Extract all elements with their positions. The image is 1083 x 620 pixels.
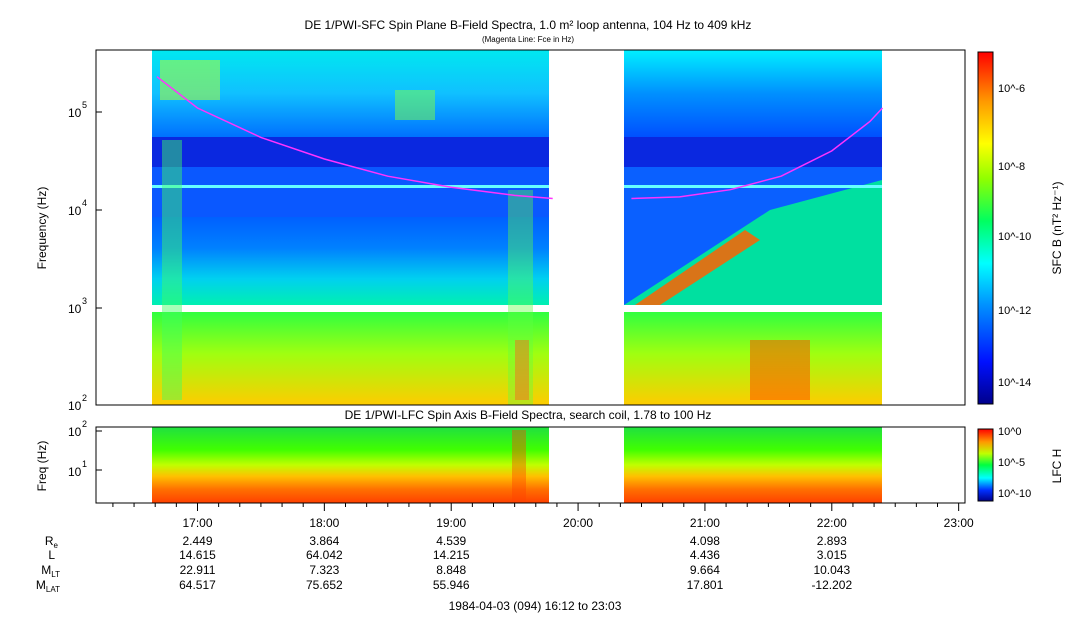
ephemeris-value: 3.864 [309,534,339,548]
lfc-ytick-label: 2 [82,419,87,429]
ephemeris-value: 4.539 [436,534,466,548]
lfc-colorbar-tick: 10^0 [998,426,1022,438]
x-tick-label: 19:00 [436,516,466,530]
ephemeris-value: 14.215 [433,548,470,562]
sfc-ytick-label: 2 [82,393,87,403]
sfc-colorbar-tick: 10^-10 [998,231,1031,243]
sfc-segment-2 [624,50,882,405]
sfc-title: DE 1/PWI-SFC Spin Plane B-Field Spectra,… [304,18,752,32]
ephemeris-value: 14.615 [179,548,216,562]
lfc-ylabel: Freq (Hz) [35,441,49,492]
ephemeris-value: 4.436 [690,548,720,562]
ephemeris-value: 3.015 [817,548,847,562]
sfc-colorbar: 10^-6 10^-8 10^-10 10^-12 10^-14 SFC B (… [977,51,1064,405]
ephemeris-row-label: L [48,548,55,562]
lfc-colorbar-tick: 10^-10 [998,488,1031,500]
ephemeris-row-label: MLAT [36,578,60,594]
sfc-ytick-label: 10 [68,106,82,120]
sfc-colorbar-tick: 10^-8 [998,161,1025,173]
lfc-y-axis: 10 2 10 1 Freq (Hz) [35,419,102,491]
sfc-ytick-label: 10 [68,204,82,218]
lfc-ytick-label: 1 [82,459,87,469]
ephemeris-value: -12.202 [811,578,852,592]
lfc-colorbar-tick: 10^-5 [998,457,1025,469]
lfc-colorbar-label: LFC H [1050,449,1064,484]
ephemeris-value: 2.449 [182,534,212,548]
x-tick-label: 20:00 [563,516,593,530]
x-tick-label: 23:00 [944,516,974,530]
sfc-ytick-label: 5 [82,100,87,110]
sfc-segment-1 [152,50,549,405]
sfc-colorbar-tick: 10^-14 [998,377,1031,389]
ephemeris-value: 7.323 [309,563,339,577]
sfc-colorbar-tick: 10^-12 [998,305,1031,317]
sfc-panel [95,49,966,406]
ephemeris-value: 2.893 [817,534,847,548]
lfc-ytick-label: 10 [68,425,82,439]
ephemeris-value: 10.043 [813,563,850,577]
x-tick-label: 17:00 [182,516,212,530]
ephemeris-row-label: MLT [41,563,60,579]
footer-date: 1984-04-03 (094) 16:12 to 23:03 [448,599,622,613]
sfc-colorbar-tick: 10^-6 [998,83,1025,95]
lfc-colorbar: 10^0 10^-5 10^-10 LFC H [977,426,1064,502]
lfc-panel [95,426,966,504]
sfc-y-axis: 10 2 10 3 10 4 10 5 Frequency (Hz) [35,100,102,413]
sfc-ytick-label: 10 [68,399,82,413]
ephemeris-value: 17.801 [687,578,724,592]
ephemeris-value: 9.664 [690,563,720,577]
sfc-ytick-label: 10 [68,302,82,316]
lfc-ytick-label: 10 [68,465,82,479]
x-tick-label: 22:00 [817,516,847,530]
ephemeris-value: 75.652 [306,578,343,592]
ephemeris-value: 4.098 [690,534,720,548]
ephemeris-value: 64.042 [306,548,343,562]
ephemeris-value: 55.946 [433,578,470,592]
sfc-ylabel: Frequency (Hz) [35,187,49,270]
x-tick-label: 18:00 [309,516,339,530]
ephemeris-value: 8.848 [436,563,466,577]
ephemeris-value: 22.911 [180,563,216,577]
sfc-ytick-label: 4 [82,198,87,208]
lfc-title: DE 1/PWI-LFC Spin Axis B-Field Spectra, … [344,408,712,422]
sfc-subtitle: (Magenta Line: Fce in Hz) [481,35,575,44]
ephemeris-value: 64.517 [179,578,216,592]
sfc-ytick-label: 3 [82,296,87,306]
time-axis: 17:00 18:00 19:00 20:00 21:00 22:00 23:00 [96,502,974,530]
x-tick-label: 21:00 [690,516,720,530]
magenta-fce-line-2 [631,107,884,200]
magenta-fce-line-1 [156,76,553,200]
sfc-colorbar-label: SFC B (nT² Hz⁻¹) [1050,182,1064,275]
